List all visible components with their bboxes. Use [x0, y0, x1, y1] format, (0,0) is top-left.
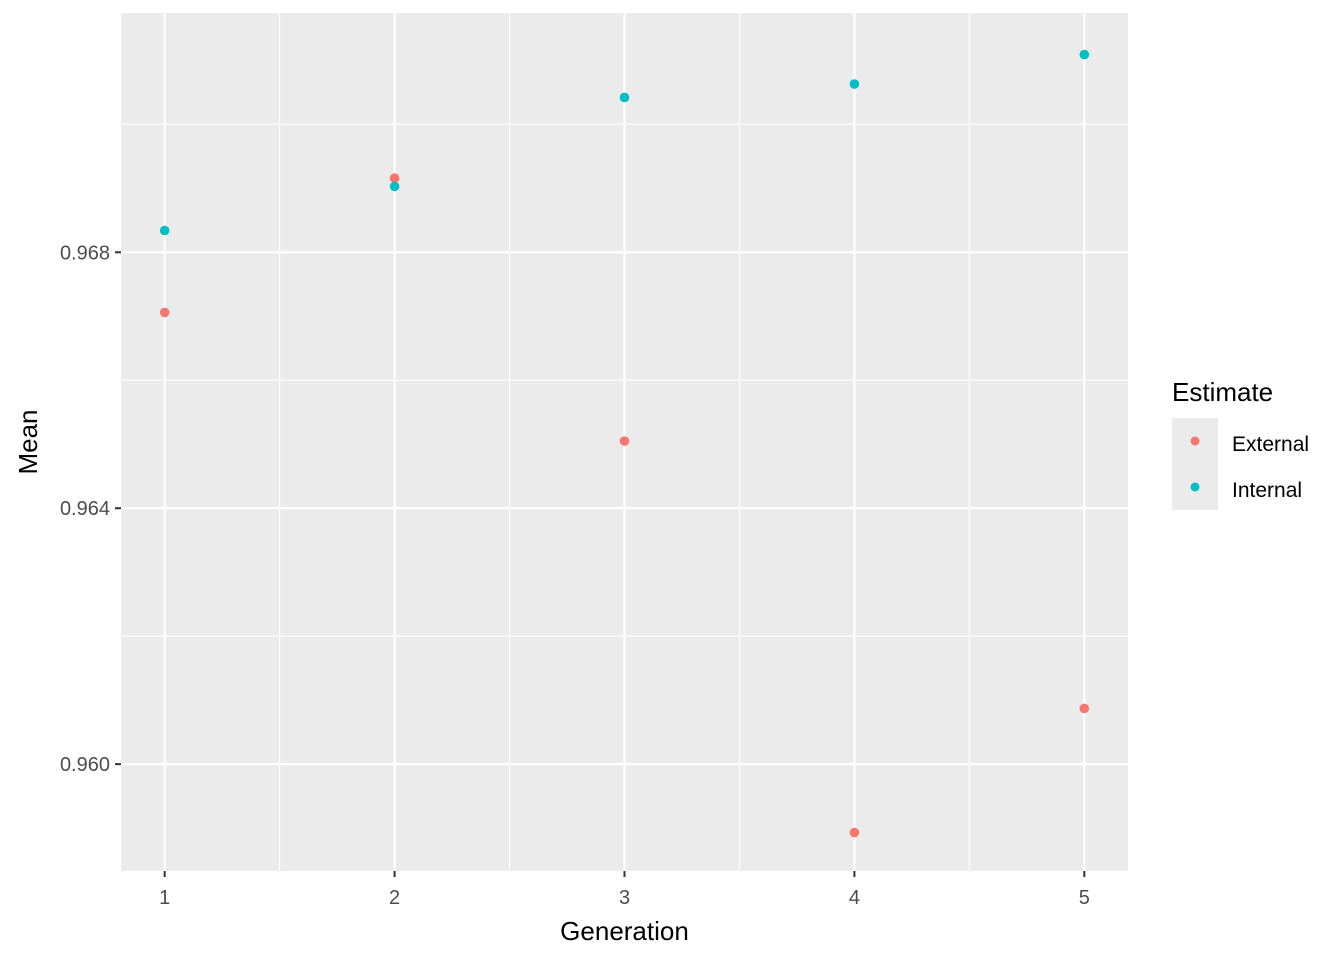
legend-label-external: External [1232, 433, 1309, 456]
y-tick-label: 0.960 [60, 754, 110, 776]
point-internal [159, 225, 170, 236]
x-axis-title: Generation [560, 916, 689, 946]
point-internal [1079, 49, 1090, 60]
y-tick-label: 0.968 [60, 242, 110, 264]
legend-label-internal: Internal [1232, 479, 1302, 502]
point-internal [619, 92, 630, 103]
point-external [1079, 703, 1090, 714]
legend-key-internal [1190, 482, 1200, 492]
x-tick-label: 2 [389, 887, 400, 909]
data-points [159, 49, 1090, 838]
x-axis-ticks: 1 2 3 4 5 [159, 871, 1090, 909]
y-axis-ticks: 0.960 0.964 0.968 [60, 242, 121, 776]
point-external [849, 827, 860, 838]
point-internal [849, 79, 860, 89]
point-external [159, 307, 170, 318]
legend-title: Estimate [1172, 377, 1273, 407]
x-tick-label: 3 [619, 887, 630, 909]
x-tick-label: 4 [849, 887, 860, 909]
x-tick-label: 5 [1079, 887, 1090, 909]
legend-key-external [1190, 436, 1200, 446]
y-axis-title: Mean [13, 409, 43, 474]
legend: Estimate External Internal [1172, 377, 1309, 510]
point-internal [389, 181, 400, 192]
point-external [389, 173, 400, 183]
x-tick-label: 1 [159, 887, 170, 909]
y-tick-label: 0.964 [60, 498, 110, 520]
point-external [619, 436, 630, 446]
